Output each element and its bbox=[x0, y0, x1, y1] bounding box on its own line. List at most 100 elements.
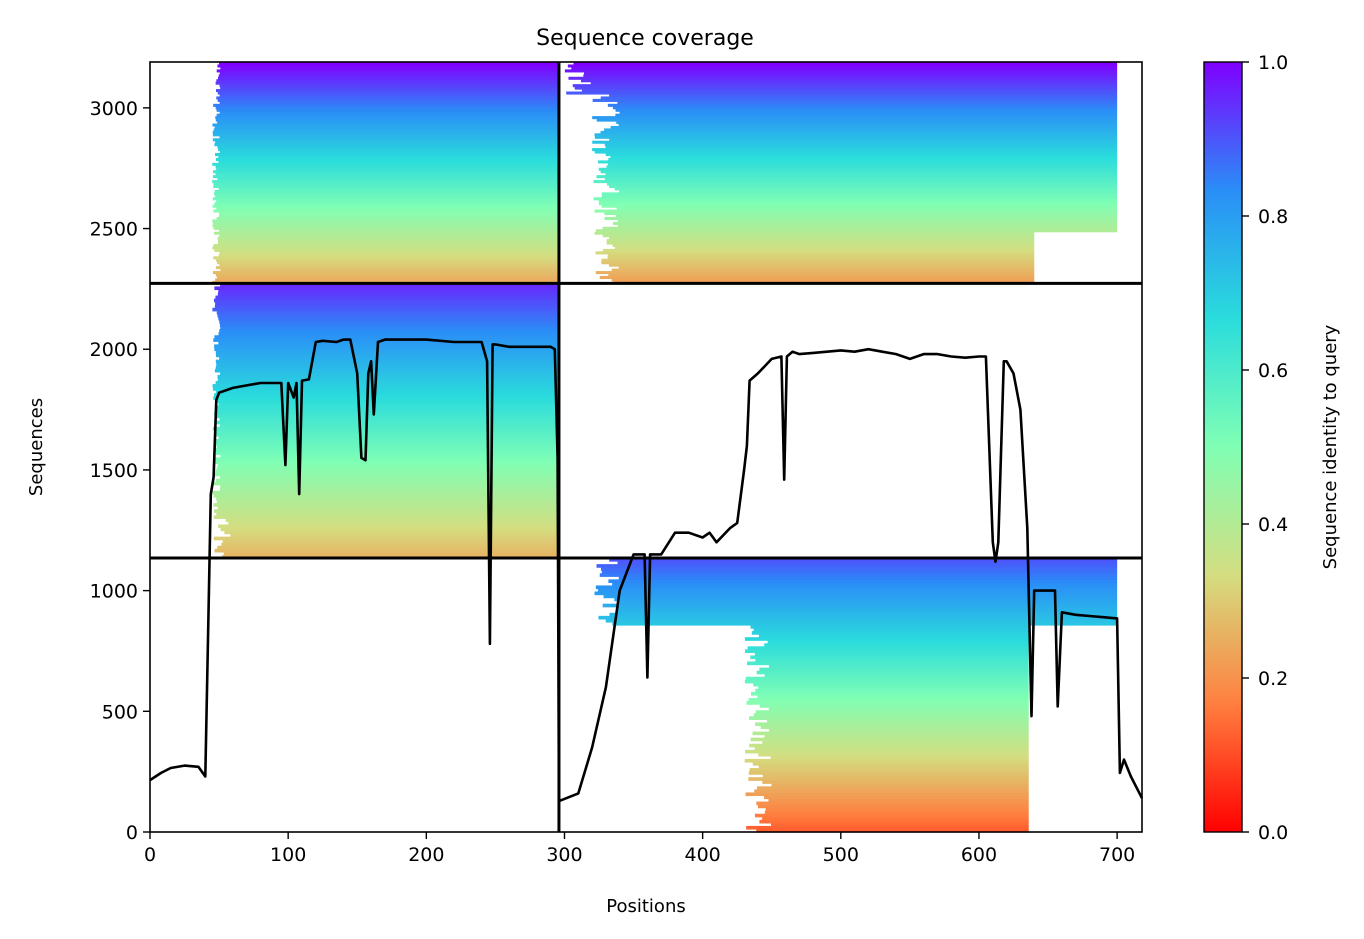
heatmap-row bbox=[592, 140, 1118, 144]
heatmap-row bbox=[602, 234, 1035, 238]
heatmap-row bbox=[594, 150, 1118, 154]
heatmap-row bbox=[767, 640, 1029, 644]
heatmap-row bbox=[769, 728, 1029, 733]
heatmap-row bbox=[610, 125, 1118, 130]
heatmap-row bbox=[758, 765, 1029, 769]
heatmap-row bbox=[214, 125, 559, 130]
heatmap-row bbox=[214, 509, 559, 513]
heatmap-row bbox=[609, 93, 1118, 98]
heatmap-row bbox=[765, 807, 1029, 812]
heatmap-row bbox=[218, 187, 559, 191]
heatmap-row bbox=[605, 618, 1118, 623]
heatmap-row bbox=[604, 143, 1118, 147]
heatmap-row bbox=[747, 646, 1029, 650]
heatmap-row bbox=[601, 261, 1035, 265]
heatmap-row bbox=[222, 539, 559, 544]
heatmap-row bbox=[599, 573, 1118, 577]
heatmap-row bbox=[217, 91, 559, 95]
heatmap-row bbox=[217, 121, 559, 125]
heatmap-row bbox=[220, 66, 559, 70]
heatmap-row bbox=[214, 411, 559, 416]
heatmap-row bbox=[213, 439, 559, 443]
heatmap-row bbox=[215, 390, 559, 394]
heatmap-row bbox=[754, 746, 1029, 751]
heatmap-row bbox=[618, 606, 1118, 611]
heatmap-row bbox=[749, 743, 1029, 748]
heatmap-row bbox=[604, 177, 1118, 181]
heatmap-row bbox=[618, 576, 1118, 580]
heatmap-row bbox=[755, 658, 1029, 663]
heatmap-row bbox=[592, 98, 1118, 102]
heatmap-row bbox=[759, 704, 1029, 708]
heatmap-row bbox=[608, 157, 1118, 161]
heatmap-row bbox=[212, 219, 559, 223]
coverage-line bbox=[149, 338, 1144, 802]
heatmap-row bbox=[574, 86, 1118, 90]
heatmap-row bbox=[214, 344, 559, 349]
heatmap-row bbox=[218, 332, 559, 336]
heatmap-row bbox=[595, 251, 1035, 255]
heatmap-row bbox=[756, 801, 1029, 806]
heatmap-row bbox=[749, 716, 1029, 720]
heatmap-row bbox=[746, 701, 1029, 705]
x-tick-label: 500 bbox=[823, 844, 859, 866]
heatmap-row bbox=[749, 768, 1029, 772]
heatmap-row bbox=[607, 253, 1035, 257]
heatmap-row bbox=[218, 253, 559, 257]
x-tick-label: 400 bbox=[685, 844, 721, 866]
heatmap-row bbox=[751, 691, 1029, 696]
heatmap-row bbox=[214, 442, 559, 446]
heatmap-row bbox=[601, 194, 1118, 198]
x-axis-label: Positions bbox=[606, 896, 685, 917]
heatmap-row bbox=[770, 755, 1029, 760]
heatmap-row bbox=[213, 457, 559, 461]
heatmap-row bbox=[217, 313, 559, 318]
heatmap-row bbox=[594, 209, 1118, 213]
heatmap-row bbox=[608, 579, 1118, 583]
heatmap-row bbox=[220, 268, 559, 272]
y-tick-label: 1500 bbox=[90, 460, 138, 482]
heatmap-row bbox=[216, 258, 559, 262]
heatmap-row bbox=[755, 688, 1029, 693]
heatmap-row bbox=[223, 551, 559, 556]
heatmap-row bbox=[218, 148, 559, 152]
heatmap-row bbox=[767, 719, 1029, 724]
heatmap-row bbox=[762, 816, 1029, 821]
heatmap-row bbox=[219, 417, 559, 422]
heatmap-row bbox=[216, 167, 559, 171]
heatmap-row bbox=[618, 600, 1118, 605]
heatmap-row bbox=[215, 273, 559, 277]
heatmap-row bbox=[220, 527, 559, 532]
heatmap-row bbox=[604, 128, 1118, 132]
heatmap-row bbox=[615, 214, 1118, 218]
heatmap-row bbox=[216, 362, 559, 367]
heatmap-row bbox=[762, 780, 1029, 784]
heatmap-row bbox=[748, 698, 1029, 702]
heatmap-row bbox=[614, 187, 1118, 191]
heatmap-row bbox=[213, 170, 559, 174]
heatmap-row bbox=[615, 108, 1118, 112]
heatmap-row bbox=[219, 356, 559, 361]
heatmap-row bbox=[595, 585, 1118, 590]
heatmap-row bbox=[212, 307, 559, 312]
heatmap-row bbox=[745, 749, 1029, 754]
heatmap-row bbox=[600, 170, 1118, 174]
heatmap-row bbox=[214, 202, 559, 206]
heatmap-row bbox=[608, 273, 1035, 277]
heatmap-row bbox=[612, 243, 1035, 248]
x-tick-label: 0 bbox=[144, 844, 156, 866]
heatmap-row bbox=[617, 224, 1118, 228]
heatmap-row bbox=[214, 448, 559, 452]
heatmap-row bbox=[748, 771, 1029, 775]
heatmap-row bbox=[216, 466, 559, 471]
heatmap-row bbox=[614, 597, 1118, 602]
heatmap-row bbox=[213, 226, 559, 230]
heatmap-row bbox=[744, 758, 1029, 763]
heatmap-row bbox=[219, 251, 559, 255]
heatmap-row bbox=[605, 145, 1118, 149]
heatmap-row bbox=[754, 813, 1029, 818]
heatmap-row bbox=[598, 199, 1118, 203]
heatmap-row bbox=[596, 229, 1118, 233]
heatmap-row bbox=[216, 199, 559, 203]
heatmap-row bbox=[219, 150, 559, 154]
